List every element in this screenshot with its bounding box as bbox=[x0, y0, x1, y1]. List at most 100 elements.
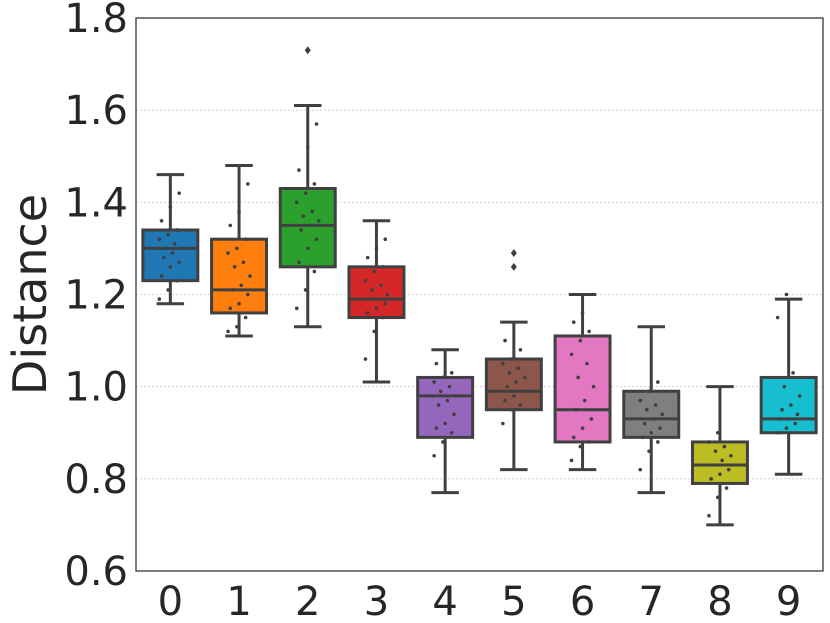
swarm-point bbox=[379, 283, 383, 288]
y-tick-label: 0.6 bbox=[64, 549, 128, 595]
swarm-point bbox=[363, 357, 368, 361]
swarm-point bbox=[312, 182, 317, 186]
swarm-point bbox=[656, 380, 660, 384]
swarm-point bbox=[580, 426, 585, 430]
box-group-7 bbox=[622, 325, 681, 495]
swarm-point bbox=[656, 440, 660, 444]
swarm-point bbox=[505, 384, 510, 389]
swarm-point bbox=[241, 260, 246, 265]
y-tick-label: 0.8 bbox=[64, 457, 128, 503]
swarm-point bbox=[301, 214, 306, 218]
swarm-point bbox=[303, 191, 308, 195]
swarm-point bbox=[660, 412, 665, 417]
swarm-point bbox=[314, 122, 319, 126]
swarm-point bbox=[441, 375, 445, 380]
swarm-point bbox=[383, 301, 388, 306]
swarm-point bbox=[170, 251, 175, 255]
swarm-point bbox=[582, 398, 587, 403]
swarm-point bbox=[175, 228, 179, 232]
y-tick-label: 1.0 bbox=[64, 365, 128, 411]
x-tick-label: 7 bbox=[639, 579, 664, 623]
swarm-point bbox=[243, 237, 248, 241]
swarm-point bbox=[514, 380, 518, 384]
x-tick-label: 6 bbox=[570, 579, 595, 623]
y-tick-label: 1.2 bbox=[64, 273, 128, 319]
swarm-point bbox=[168, 265, 173, 269]
y-tick-label: 1.8 bbox=[64, 0, 128, 42]
swarm-point bbox=[449, 371, 454, 375]
swarm-point bbox=[709, 477, 713, 481]
swarm-point bbox=[297, 168, 301, 172]
x-tick-label: 8 bbox=[707, 579, 732, 623]
x-tick-label: 4 bbox=[432, 579, 457, 623]
swarm-point bbox=[232, 265, 237, 269]
swarm-point bbox=[791, 371, 795, 375]
box-8 bbox=[690, 440, 749, 485]
swarm-point bbox=[638, 398, 643, 403]
swarm-point bbox=[507, 371, 512, 375]
swarm-point bbox=[452, 412, 456, 417]
swarm-point bbox=[161, 255, 166, 260]
swarm-point bbox=[720, 458, 724, 463]
swarm-point bbox=[786, 417, 791, 421]
swarm-point bbox=[303, 288, 308, 292]
swarm-point bbox=[166, 288, 170, 292]
swarm-point bbox=[578, 444, 583, 449]
swarm-point bbox=[645, 407, 649, 412]
swarm-point bbox=[793, 421, 798, 426]
swarm-point bbox=[795, 412, 800, 417]
swarm-point bbox=[246, 292, 250, 297]
box-5 bbox=[484, 357, 543, 412]
swarm-point bbox=[168, 205, 173, 209]
swarm-point bbox=[574, 407, 578, 412]
swarm-point bbox=[715, 495, 720, 500]
swarm-point bbox=[246, 182, 250, 186]
swarm-point bbox=[310, 209, 314, 214]
swarm-point bbox=[711, 463, 716, 467]
swarm-point bbox=[441, 440, 445, 444]
swarm-point bbox=[374, 306, 379, 311]
swarm-point bbox=[365, 311, 370, 315]
box-layer bbox=[141, 46, 818, 527]
swarm-point bbox=[454, 394, 458, 398]
swarm-point bbox=[305, 246, 310, 251]
swarm-point bbox=[509, 357, 514, 361]
swarm-point bbox=[365, 255, 370, 260]
swarm-point bbox=[569, 458, 574, 463]
swarm-point bbox=[368, 297, 372, 301]
swarm-point bbox=[237, 209, 241, 214]
box-1 bbox=[210, 237, 269, 315]
box-group-6 bbox=[553, 293, 612, 472]
swarm-point bbox=[438, 389, 443, 394]
x-tick-label: 1 bbox=[226, 579, 251, 623]
swarm-point bbox=[436, 403, 441, 407]
box-4 bbox=[416, 375, 475, 439]
point-layer bbox=[157, 122, 802, 518]
swarm-point bbox=[179, 246, 184, 251]
swarm-point bbox=[166, 232, 170, 237]
box-group-2 bbox=[278, 46, 337, 329]
swarm-point bbox=[175, 278, 179, 283]
swarm-point bbox=[649, 430, 654, 435]
swarm-point bbox=[782, 384, 787, 389]
swarm-point bbox=[239, 283, 244, 288]
box-group-5 bbox=[484, 249, 543, 472]
swarm-point bbox=[653, 403, 658, 407]
swarm-point bbox=[724, 486, 729, 490]
swarm-point bbox=[230, 288, 235, 292]
swarm-point bbox=[784, 426, 789, 430]
swarm-point bbox=[226, 329, 230, 334]
swarm-point bbox=[585, 361, 589, 366]
swarm-point bbox=[299, 228, 303, 232]
swarm-point bbox=[449, 430, 454, 435]
swarm-point bbox=[518, 403, 523, 407]
swarm-point bbox=[235, 324, 239, 329]
swarm-point bbox=[294, 200, 299, 205]
swarm-point bbox=[638, 467, 643, 472]
swarm-point bbox=[381, 265, 385, 269]
swarm-point bbox=[587, 440, 591, 444]
swarm-point bbox=[314, 237, 319, 241]
x-tick-label: 5 bbox=[501, 579, 526, 623]
